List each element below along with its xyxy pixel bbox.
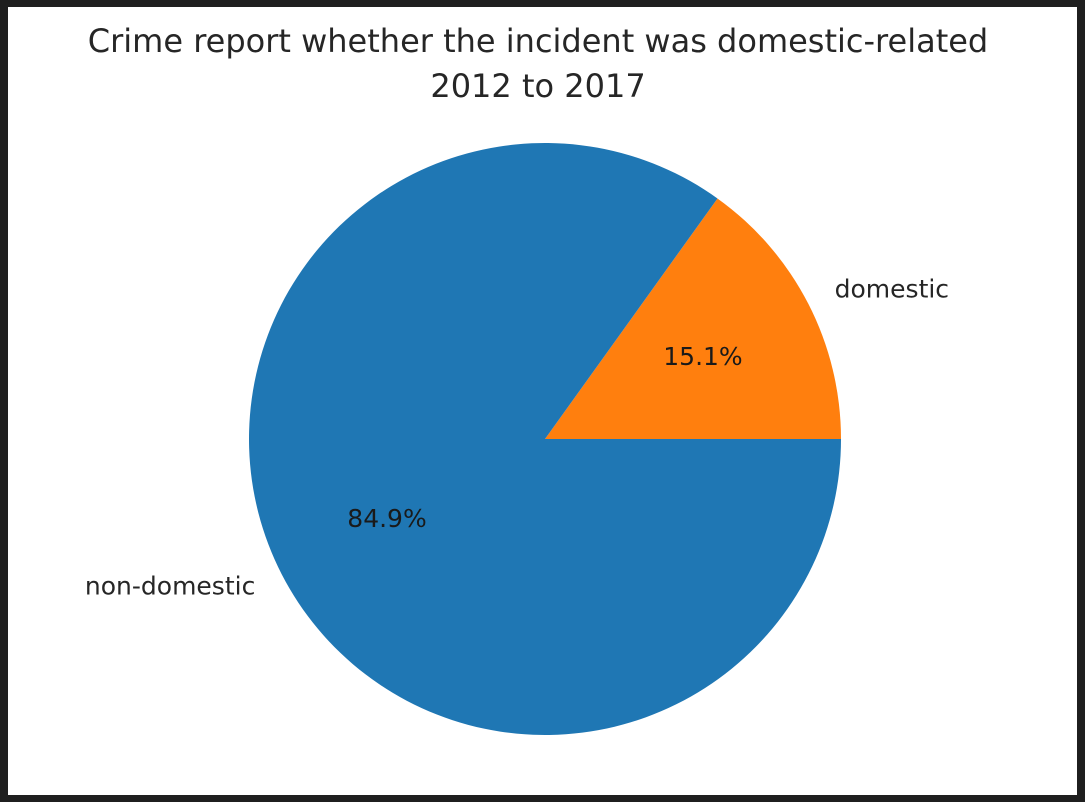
chart-subtitle: 2012 to 2017 bbox=[430, 67, 645, 105]
chart-title: Crime report whether the incident was do… bbox=[88, 22, 988, 60]
pie-slice-domestic bbox=[545, 198, 842, 439]
pie-slice-non-domestic bbox=[249, 142, 842, 735]
slice-label-non-domestic: non-domestic bbox=[85, 572, 255, 601]
slice-label-domestic: domestic bbox=[835, 274, 949, 303]
chart-figure: Crime report whether the incident was do… bbox=[8, 7, 1077, 795]
pie-chart: Crime report whether the incident was do… bbox=[85, 22, 988, 735]
slice-percent-domestic: 15.1% bbox=[663, 342, 742, 371]
slice-percent-non-domestic: 84.9% bbox=[347, 504, 426, 533]
pie-labels: domestic 15.1% non-domestic 84.9% bbox=[85, 274, 949, 600]
pie-slices bbox=[249, 142, 842, 735]
